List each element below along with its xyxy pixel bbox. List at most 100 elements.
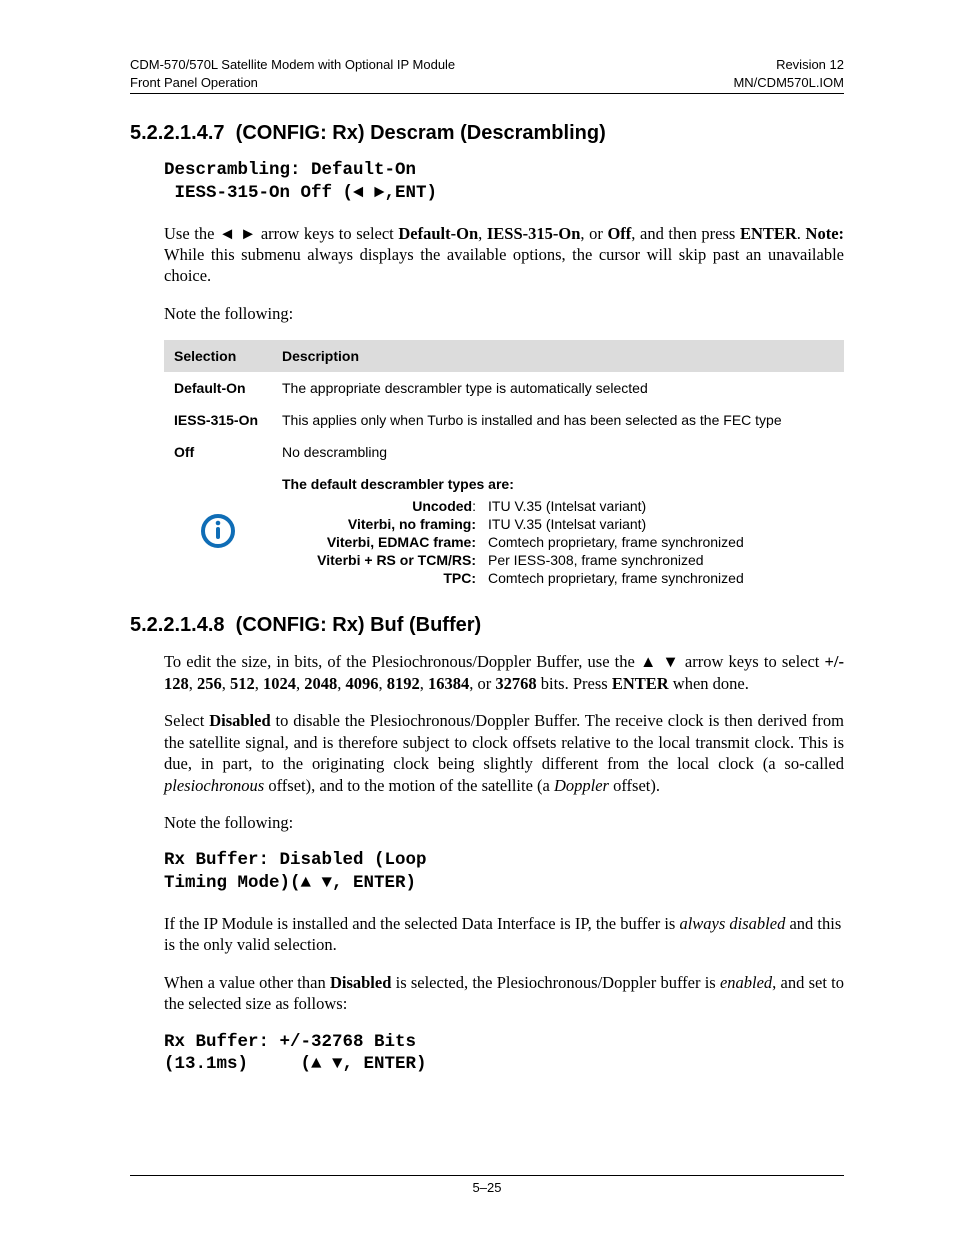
paragraph: Select Disabled to disable the Plesiochr… — [164, 710, 844, 796]
italic-term: plesiochronous — [164, 776, 264, 795]
paragraph: When a value other than Disabled is sele… — [164, 972, 844, 1015]
text-run: , — [255, 674, 263, 693]
section-heading-descram: 5.2.2.1.4.7 (CONFIG: Rx) Descram (Descra… — [130, 122, 844, 145]
def-val: Comtech proprietary, frame synchronized — [488, 534, 834, 550]
header-right-line2: MN/CDM570L.IOM — [733, 75, 844, 90]
italic-term: Doppler — [554, 776, 609, 795]
page: CDM-570/570L Satellite Modem with Option… — [0, 0, 954, 1235]
cell-description: The appropriate descrambler type is auto… — [272, 372, 844, 404]
value-bold: 1024 — [263, 674, 296, 693]
def-key: Uncoded: — [306, 498, 476, 514]
value-bold: 32768 — [495, 674, 536, 693]
value-bold: 256 — [197, 674, 222, 693]
cell-selection: Default-On — [164, 372, 272, 404]
table-header-row: Selection Description — [164, 340, 844, 372]
def-val: Comtech proprietary, frame synchronized — [488, 570, 834, 586]
defaults-list: Uncoded: ITU V.35 (Intelsat variant) Vit… — [306, 498, 834, 586]
descram-table: Selection Description Default-On The app… — [164, 340, 844, 594]
paragraph: Note the following: — [164, 303, 844, 324]
def-key: TPC: — [306, 570, 476, 586]
info-cell — [164, 468, 272, 594]
text-run: offset). — [609, 776, 660, 795]
section-title: (CONFIG: Rx) Buf (Buffer) — [236, 614, 482, 636]
text-run: , — [478, 224, 487, 243]
note-label: Note: — [806, 224, 844, 243]
page-footer: 5–25 — [130, 1175, 844, 1195]
text-run: when done. — [669, 674, 749, 693]
header-left: CDM-570/570L Satellite Modem with Option… — [130, 56, 455, 91]
key-enter: ENTER — [612, 674, 669, 693]
value-bold: 512 — [230, 674, 255, 693]
text-run: : — [472, 498, 476, 514]
text-run: bits. Press — [537, 674, 612, 693]
header-left-line2: Front Panel Operation — [130, 75, 258, 90]
option-bold: Default-On — [398, 224, 478, 243]
text-run: , — [379, 674, 387, 693]
key-enter: ENTER — [740, 224, 797, 243]
defaults-cell: The default descrambler types are: Uncod… — [272, 468, 844, 594]
value-bold: 8192 — [387, 674, 420, 693]
text-run: , — [337, 674, 345, 693]
table-row: Default-On The appropriate descrambler t… — [164, 372, 844, 404]
cell-selection: Off — [164, 436, 272, 468]
section-number: 5.2.2.1.4.8 — [130, 614, 225, 636]
text-run: Uncoded — [412, 498, 472, 514]
lcd-line: Descrambling: Default-On — [164, 160, 416, 180]
text-run: , — [296, 674, 304, 693]
lcd-line: Rx Buffer: +/-32768 Bits — [164, 1032, 416, 1052]
def-key: Viterbi, no framing: — [306, 516, 476, 532]
option-bold: Disabled — [330, 973, 391, 992]
lcd-line: (13.1ms) (▲ ▼, ENTER) — [164, 1054, 427, 1074]
option-bold: Off — [607, 224, 631, 243]
text-run: offset), and to the motion of the satell… — [264, 776, 554, 795]
paragraph: If the IP Module is installed and the se… — [164, 913, 844, 956]
text-run: When a value other than — [164, 973, 330, 992]
table-row: Off No descrambling — [164, 436, 844, 468]
paragraph: Use the ◄ ► arrow keys to select Default… — [164, 223, 844, 287]
text-run: , — [189, 674, 197, 693]
def-val: ITU V.35 (Intelsat variant) — [488, 498, 834, 514]
header-left-line1: CDM-570/570L Satellite Modem with Option… — [130, 57, 455, 72]
cell-description: No descrambling — [272, 436, 844, 468]
text-run: , or — [580, 224, 607, 243]
text-run: , and then press — [631, 224, 740, 243]
text-run: If the IP Module is installed and the se… — [164, 914, 679, 933]
paragraph: To edit the size, in bits, of the Plesio… — [164, 651, 844, 694]
text-run: is selected, the Plesiochronous/Doppler … — [391, 973, 720, 992]
header-right-line1: Revision 12 — [776, 57, 844, 72]
option-bold: IESS-315-On — [487, 224, 581, 243]
page-number: 5–25 — [473, 1180, 502, 1195]
def-key: Viterbi + RS or TCM/RS: — [306, 552, 476, 568]
info-icon — [199, 512, 237, 550]
text-run: Select — [164, 711, 209, 730]
table-row-defaults: The default descrambler types are: Uncod… — [164, 468, 844, 594]
def-val: Per IESS-308, frame synchronized — [488, 552, 834, 568]
section-number: 5.2.2.1.4.7 — [130, 122, 225, 144]
text-run: , or — [469, 674, 495, 693]
cell-description: This applies only when Turbo is installe… — [272, 404, 844, 436]
option-bold: Disabled — [209, 711, 270, 730]
value-bold: 4096 — [346, 674, 379, 693]
text-run: , — [222, 674, 230, 693]
text-run: While this submenu always displays the a… — [164, 245, 844, 285]
def-val: ITU V.35 (Intelsat variant) — [488, 516, 834, 532]
def-key: Viterbi, EDMAC frame: — [306, 534, 476, 550]
cell-selection: IESS-315-On — [164, 404, 272, 436]
defaults-title: The default descrambler types are: — [282, 476, 834, 492]
text-run: To edit the size, in bits, of the Plesio… — [164, 652, 825, 671]
header-right: Revision 12 MN/CDM570L.IOM — [733, 56, 844, 91]
italic-term: always disabled — [679, 914, 785, 933]
paragraph: Note the following: — [164, 812, 844, 833]
text-run: Use the ◄ ► arrow keys to select — [164, 224, 398, 243]
lcd-line: Rx Buffer: Disabled (Loop — [164, 850, 427, 870]
text-run: . — [797, 224, 806, 243]
lcd-line: IESS-315-On Off (◄ ►,ENT) — [164, 183, 437, 203]
lcd-display-buffer-disabled: Rx Buffer: Disabled (Loop Timing Mode)(▲… — [164, 849, 844, 895]
table-row: IESS-315-On This applies only when Turbo… — [164, 404, 844, 436]
col-header-selection: Selection — [164, 340, 272, 372]
value-bold: 2048 — [304, 674, 337, 693]
italic-term: enabled — [720, 973, 772, 992]
lcd-display-descram: Descrambling: Default-On IESS-315-On Off… — [164, 159, 844, 205]
text-run: , — [420, 674, 428, 693]
section-heading-buffer: 5.2.2.1.4.8 (CONFIG: Rx) Buf (Buffer) — [130, 614, 844, 637]
